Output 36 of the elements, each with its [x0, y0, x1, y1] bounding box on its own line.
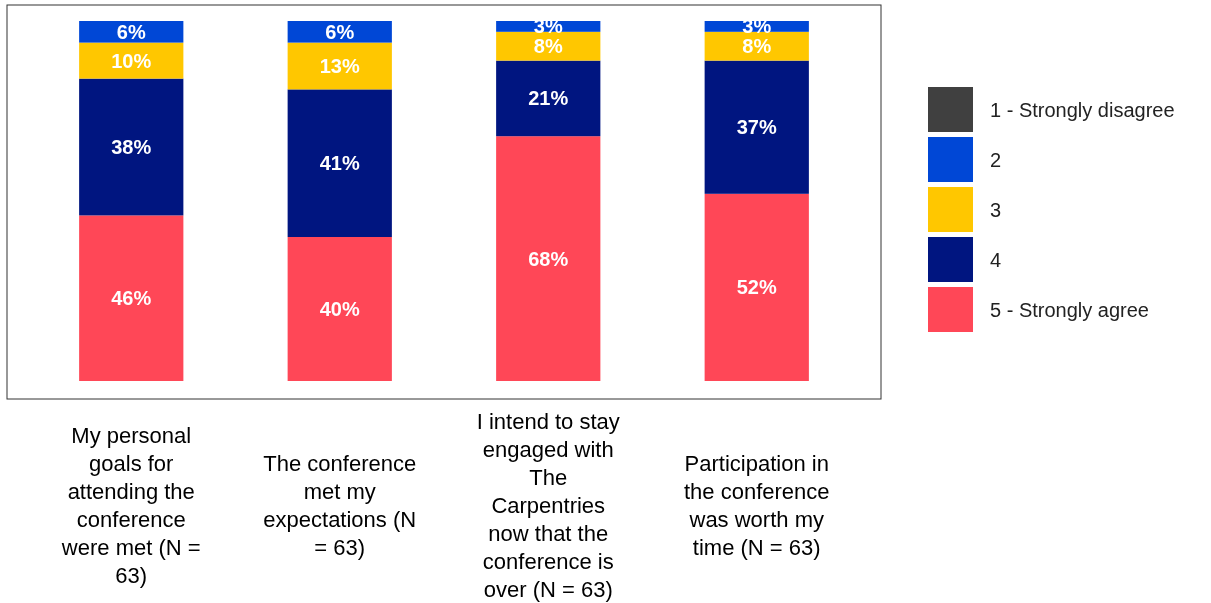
x-tick-label: The conference met my expectations (N = 63): [263, 450, 417, 560]
data-label: 37%: [736, 116, 777, 139]
legend-label: 1 - Strongly disagree: [990, 99, 1175, 121]
bar: [287, 42, 392, 90]
x-tick-label: My personal goals for attending the conference were met (N = 63): [60, 422, 201, 588]
data-label: 41%: [319, 152, 360, 175]
data-label: 68%: [528, 247, 569, 270]
legend-label: 3: [990, 199, 1002, 221]
bar: [704, 193, 809, 381]
data-label: 8%: [533, 35, 563, 58]
bar: [496, 60, 601, 137]
data-label: 8%: [742, 35, 772, 58]
x-tick-label: Participation in the conference was worth my time (N = 63): [683, 450, 830, 560]
bar: [287, 89, 392, 237]
bar: [704, 60, 809, 194]
data-label: 13%: [319, 55, 360, 77]
data-label: 6%: [325, 20, 355, 43]
data-label: 52%: [736, 276, 777, 299]
data-label: 6%: [116, 20, 146, 43]
x-tick-label: I intend to stay engaged with The Carpentries now that the conference is over (N = 63): [476, 408, 620, 602]
bar: [704, 31, 809, 61]
data-label: 46%: [111, 287, 152, 310]
legend-label: 4: [990, 249, 1002, 271]
bar: [287, 237, 392, 381]
legend-label: 5 - Strongly agree: [990, 299, 1149, 321]
data-label: 40%: [319, 298, 360, 320]
bar: [287, 21, 392, 43]
bar: [79, 78, 184, 216]
data-label: 38%: [111, 136, 152, 158]
data-label: 21%: [528, 87, 569, 110]
bar: [496, 31, 601, 61]
bar: [79, 215, 184, 381]
bar: [79, 42, 184, 79]
legend-label: 2: [990, 149, 1002, 171]
data-label: 10%: [111, 49, 152, 72]
bar: [496, 136, 601, 381]
